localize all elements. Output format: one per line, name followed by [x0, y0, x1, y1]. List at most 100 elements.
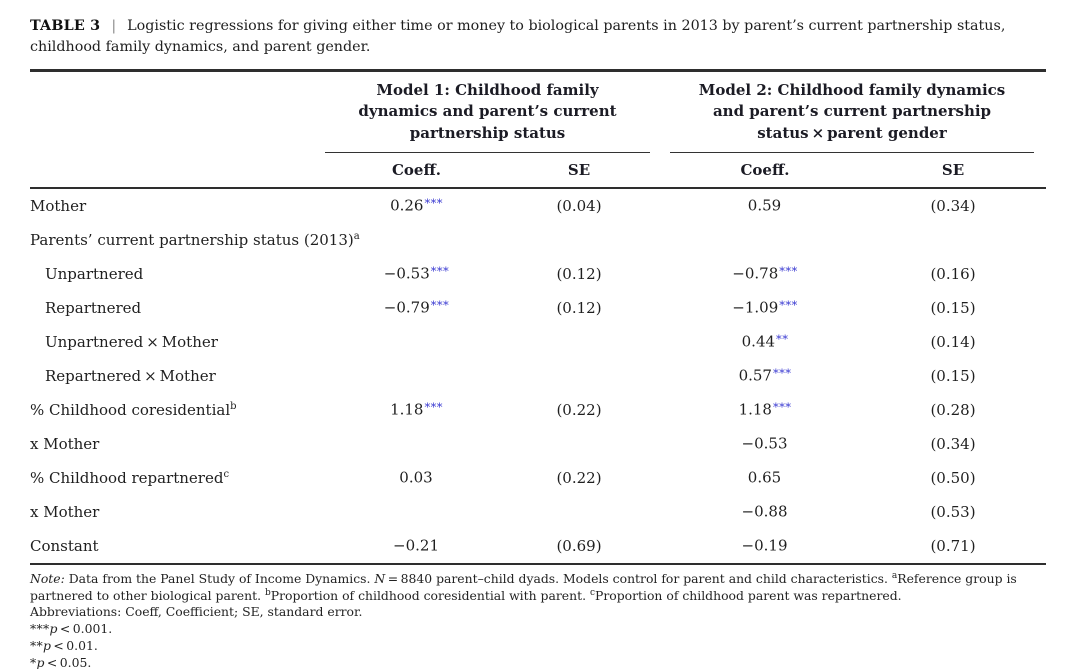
coefficient-value: 0.44 [741, 332, 776, 351]
caption-text: Logistic regressions for giving either t… [30, 18, 1006, 55]
coefficient-value: −0.19 [741, 536, 788, 555]
coefficient-value: −0.21 [393, 536, 439, 555]
row-label-text: x Mother [30, 502, 100, 521]
note-text: Reference group is partnered to other bi… [30, 570, 1017, 603]
model2-title-line: and parent’s current partnership [712, 102, 992, 120]
significance-note-p01: **p < 0.01. [30, 638, 1046, 655]
row-label-text: Constant [30, 536, 99, 555]
table-label: TABLE 3 [30, 18, 101, 34]
coefficient-value: −0.53 [383, 264, 430, 283]
stars-two: ** [30, 637, 43, 653]
row-label-text: x Mother [30, 434, 100, 453]
table-row: % Childhood coresidentialb 1.18*** (0.22… [30, 393, 1046, 427]
significance-stars: *** [772, 400, 792, 415]
significance-stars: ** [776, 332, 789, 347]
model2-se-cell: (0.14) [860, 333, 1046, 351]
model2-se-cell: (0.34) [860, 197, 1046, 215]
standard-error-value: (0.16) [930, 264, 976, 283]
model2-coeff-cell: 0.59 [670, 196, 860, 215]
model2-se-cell: (0.15) [860, 367, 1046, 385]
model2-coeff-header: Coeff. [740, 161, 790, 179]
significance-stars: *** [779, 298, 798, 313]
model2-coeff-cell: 1.18*** [670, 400, 860, 419]
table-row: Repartnered −0.79*** (0.12) −1.09*** (0.… [30, 291, 1046, 325]
table-body: Mother 0.26*** (0.04) 0.59 (0.34) Parent… [30, 189, 1046, 563]
coefficient-value: −0.79 [383, 298, 430, 317]
table-row: Repartnered × Mother 0.57*** (0.15) [30, 359, 1046, 393]
model1-title-line: dynamics and parent’s current [358, 102, 617, 120]
significance-stars: *** [430, 298, 450, 313]
significance-stars: *** [424, 400, 443, 415]
table-row: x Mother −0.53 (0.34) [30, 427, 1046, 461]
model1-se-header: SE [567, 161, 591, 179]
model2-coeff-cell: −0.19 [670, 536, 860, 555]
standard-error-value: (0.69) [556, 536, 602, 555]
model2-se-cell: (0.34) [860, 435, 1046, 453]
standard-error-value: (0.50) [930, 468, 976, 487]
significance-stars: *** [430, 264, 450, 279]
model2-header: Model 2: Childhood family dynamics and p… [670, 80, 1034, 153]
model1-coeff-cell: −0.53*** [325, 264, 508, 283]
table-row: Constant −0.21 (0.69) −0.19 (0.71) [30, 529, 1046, 563]
standard-error-value: (0.04) [556, 196, 602, 215]
model1-se-cell: (0.04) [508, 197, 650, 215]
threshold-text: < 0.05. [44, 654, 92, 669]
standard-error-value: (0.14) [930, 332, 976, 351]
model1-coeff-cell: 0.26*** [325, 196, 508, 215]
model1-coeff-header: Coeff. [391, 161, 442, 179]
significance-stars: *** [772, 366, 792, 381]
model1-se-cell: (0.22) [508, 401, 650, 419]
model2-coeff-cell: 0.65 [670, 468, 860, 487]
row-label-text: Repartnered [45, 298, 142, 317]
coefficient-value: −0.53 [741, 434, 788, 453]
footnote-abbreviations: Abbreviations: Coeff, Coefficient; SE, s… [30, 604, 363, 620]
model1-title-line: Model 1: Childhood family [376, 80, 599, 99]
model1-title-line: partnership status [409, 123, 566, 142]
note-text: = 8840 parent–child dyads. Models contro… [385, 570, 892, 586]
stars-one: * [30, 654, 37, 669]
table-caption: TABLE 3 | Logistic regressions for giving … [30, 16, 1046, 58]
footnote-note: Note: Data from the Panel Study of Incom… [30, 571, 1046, 605]
sample-size-n: N [374, 570, 386, 586]
standard-error-value: (0.28) [930, 400, 976, 419]
model2-coeff-cell [670, 230, 860, 249]
row-label: % Childhood repartneredc [30, 469, 325, 487]
threshold-text: < 0.01. [50, 637, 98, 653]
coefficient-value: −0.88 [741, 502, 788, 521]
model1-se-cell: (0.22) [508, 469, 650, 487]
table-row: % Childhood repartneredc 0.03 (0.22) 0.6… [30, 461, 1046, 495]
coefficient-value: 0.59 [747, 196, 782, 215]
model2-coeff-cell: −1.09*** [670, 298, 860, 317]
rule-top [30, 69, 1046, 72]
table-row: Parents’ current partnership status (201… [30, 223, 1046, 257]
coefficient-value: 0.57 [738, 366, 772, 385]
model2-title-line: Model 2: Childhood family dynamics [698, 80, 1006, 99]
model1-coeff-cell [325, 434, 508, 453]
model1-coeff-cell [325, 332, 508, 351]
header-group-gap [650, 80, 670, 154]
model2-se-cell: (0.53) [860, 503, 1046, 521]
row-label-text: Repartnered × Mother [45, 366, 216, 385]
model1-coeff-cell [325, 366, 508, 385]
table-row: x Mother −0.88 (0.53) [30, 495, 1046, 529]
standard-error-value: (0.12) [556, 298, 602, 317]
header-stub-cell [30, 80, 325, 154]
model2-se-cell: (0.71) [860, 537, 1046, 555]
stars-three: *** [30, 621, 50, 637]
model2-title-line: status × parent gender [757, 123, 947, 142]
note-text: Proportion of childhood parent was repar… [595, 587, 902, 603]
footnote-marker-c: c [589, 587, 595, 598]
model1-coeff-cell: −0.21 [325, 536, 508, 555]
row-label-text: % Childhood coresidential [30, 400, 231, 419]
row-label-superscript: a [353, 230, 360, 242]
p-symbol: p [43, 637, 51, 653]
p-symbol: p [49, 621, 58, 637]
model2-coeff-cell: 0.57*** [670, 366, 860, 385]
model2-coeff-cell: −0.88 [670, 502, 860, 521]
significance-stars: *** [779, 264, 798, 279]
p-symbol: p [36, 654, 45, 669]
standard-error-value: (0.53) [930, 502, 976, 521]
row-label: Mother [30, 197, 325, 215]
row-label-text: Mother [30, 196, 87, 215]
